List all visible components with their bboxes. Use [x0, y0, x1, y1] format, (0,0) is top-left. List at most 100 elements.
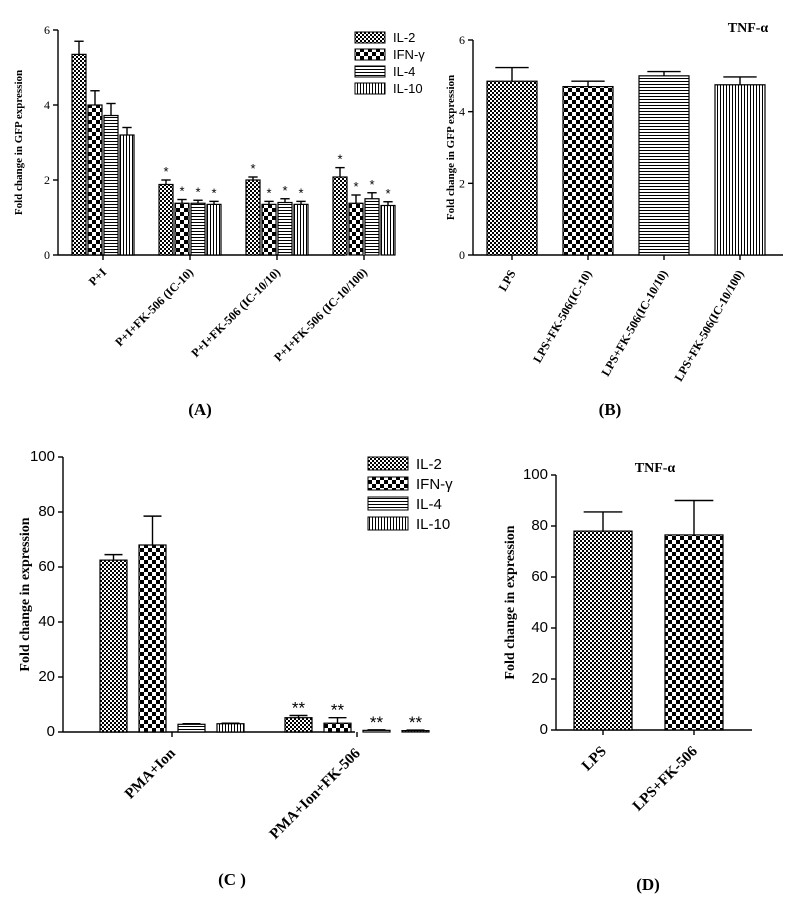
significance-label: **: [409, 713, 423, 732]
y-tick-label: 80: [38, 503, 55, 520]
significance-label: *: [211, 185, 216, 200]
significance-label: **: [292, 699, 306, 718]
bar: [323, 722, 352, 733]
significance-label: **: [331, 701, 345, 720]
legend-entry: IL-10: [393, 81, 423, 96]
significance-label: *: [298, 185, 303, 200]
panel-label: (D): [636, 875, 660, 894]
legend-entry: IL-4: [393, 64, 415, 79]
panel-a-chart: 0 2 4 6 Fold change in GFP expression * * * * * * *…: [13, 23, 425, 419]
bar: [158, 183, 174, 256]
x-tick-label: PMA+Ion+FK-506: [267, 745, 364, 842]
y-axis-label: Fold change in expression: [18, 517, 33, 671]
chart-title: TNF-α: [635, 461, 676, 476]
bar: [573, 530, 633, 731]
x-tick-label: P+I: [86, 265, 109, 288]
significance-label: *: [163, 164, 168, 179]
y-axis-label: Fold change in expression: [503, 525, 518, 679]
significance-label: *: [266, 185, 271, 200]
y-tick-label: 60: [38, 558, 55, 575]
bar: [177, 723, 206, 733]
bar: [348, 202, 364, 256]
panel-label: (A): [188, 400, 212, 419]
legend-swatch: [354, 82, 386, 95]
x-tick-label: P+I+FK-506 (IC-10/100): [271, 265, 370, 364]
legend-entry: IL-2: [416, 456, 442, 473]
bar: [664, 534, 724, 731]
legend-entry: IFN-γ: [393, 47, 425, 62]
legend-entry: IFN-γ: [416, 476, 453, 493]
legend-entry: IL-2: [393, 30, 415, 45]
significance-label: *: [195, 184, 200, 199]
y-tick-label: 20: [38, 668, 55, 685]
bar: [293, 203, 309, 256]
bar: [277, 201, 293, 256]
y-tick-label: 2: [459, 176, 465, 190]
x-tick-label: LPS: [495, 267, 518, 293]
bar: [638, 75, 690, 256]
x-tick-label: LPS+FK-506: [630, 743, 701, 814]
bar: [261, 203, 277, 256]
legend-swatch: [367, 476, 409, 491]
bar: [332, 176, 348, 256]
y-axis-label: Fold change in GFP expression: [13, 70, 25, 215]
panel-b-chart: 0 2 4 6 Fold change in GFP expression TNF-α LP…: [445, 21, 783, 419]
legend-swatch: [367, 496, 409, 511]
legend-swatch: [367, 516, 409, 531]
y-tick-label: 4: [44, 98, 50, 112]
significance-label: *: [369, 177, 374, 192]
y-tick-label: 40: [531, 619, 548, 636]
y-axis-label: Fold change in GFP expression: [445, 75, 457, 220]
y-tick-label: 100: [523, 466, 548, 483]
significance-label: *: [353, 179, 358, 194]
bar: [206, 203, 222, 256]
significance-label: *: [179, 184, 184, 199]
x-tick-label: LPS+FK-506(IC-10): [530, 268, 595, 366]
bar: [99, 559, 128, 733]
bar: [174, 202, 190, 256]
y-tick-label: 60: [531, 568, 548, 585]
y-tick-label: 20: [531, 670, 548, 687]
chart-title: TNF-α: [728, 21, 769, 36]
y-tick-label: 0: [540, 721, 548, 738]
bar: [71, 53, 87, 256]
bar: [486, 80, 538, 256]
bar: [714, 84, 766, 256]
y-tick-label: 4: [459, 105, 465, 119]
significance-label: *: [385, 186, 390, 201]
legend-swatch: [354, 48, 386, 61]
bar: [87, 104, 103, 256]
bar: [216, 723, 245, 733]
y-tick-label: 0: [44, 248, 50, 262]
y-tick-label: 6: [44, 23, 50, 37]
bar: [562, 85, 614, 256]
legend-entry: IL-10: [416, 516, 450, 533]
bar: [245, 179, 261, 256]
significance-label: *: [282, 183, 287, 198]
significance-label: *: [250, 161, 255, 176]
bar: [119, 134, 135, 256]
y-tick-label: 0: [459, 248, 465, 262]
bar: [190, 202, 206, 256]
legend-swatch: [354, 31, 386, 44]
bar: [103, 114, 119, 256]
legend-entry: IL-4: [416, 496, 442, 513]
panel-label: (C ): [218, 870, 246, 889]
bar: [364, 198, 380, 256]
y-tick-label: 80: [531, 517, 548, 534]
legend-swatch: [367, 456, 409, 471]
y-tick-label: 100: [30, 448, 55, 465]
panel-label: (B): [599, 400, 622, 419]
panel-c-chart: 0 20 40 60 80 100 Fold change in expression ** *…: [18, 448, 453, 889]
y-tick-label: 40: [38, 613, 55, 630]
x-tick-label: LPS: [579, 744, 610, 775]
bar: [284, 717, 313, 733]
x-tick-label: LPS+FK-506(IC-10/10): [598, 268, 670, 379]
x-tick-label: P+I+FK-506 (IC-10): [112, 265, 196, 349]
y-tick-label: 0: [47, 723, 55, 740]
bar: [380, 204, 396, 256]
legend-swatch: [354, 65, 386, 78]
significance-label: *: [337, 152, 342, 167]
x-tick-label: LPS+FK-506(IC-10/100): [671, 268, 746, 384]
